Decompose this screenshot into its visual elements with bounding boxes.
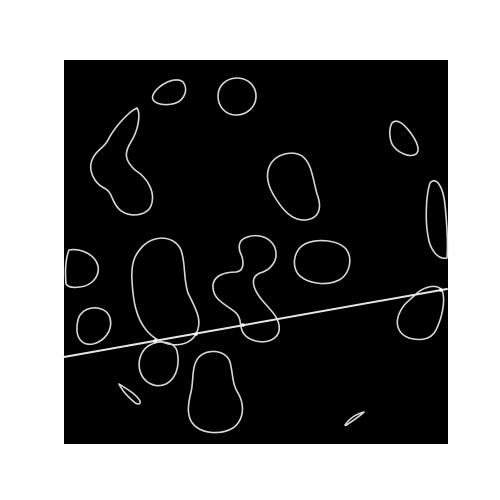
blob-middle-double-loop <box>212 234 280 343</box>
blob-right-oval <box>293 239 351 285</box>
blob-tall-center-left <box>131 237 200 346</box>
blob-wedge-bottom-left <box>118 383 141 405</box>
blob-center-top <box>266 152 321 221</box>
contour-group <box>64 77 449 434</box>
blob-upper-left <box>89 107 154 216</box>
diagonal-line <box>63 288 448 358</box>
blob-right-edge-upper <box>425 180 449 260</box>
junction-point <box>241 323 245 327</box>
junction-point <box>194 332 198 336</box>
junction-point <box>153 339 157 343</box>
junction-group <box>153 288 443 343</box>
blob-left-small <box>76 307 112 346</box>
black-panel <box>64 60 448 444</box>
blob-top-circle <box>217 77 257 116</box>
blob-sliver-bottom-right <box>344 411 365 427</box>
blob-top-left <box>151 79 187 106</box>
blob-bottom-center <box>187 350 244 434</box>
blob-left-edge <box>64 248 100 289</box>
junction-point <box>439 288 443 292</box>
blob-center-lower-small <box>138 341 179 387</box>
blob-top-right <box>388 120 419 157</box>
